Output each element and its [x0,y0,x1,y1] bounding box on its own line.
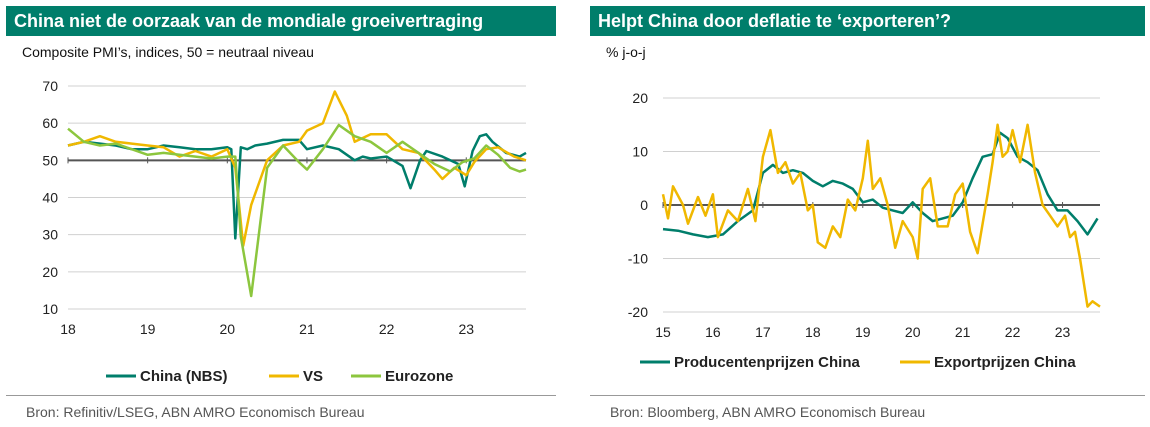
y-tick-label: -10 [628,251,648,267]
series-line-0 [67,133,527,240]
x-tick-label: 21 [299,321,315,337]
series-line-1 [67,90,527,248]
legend-label: Exportprijzen China [934,354,1076,371]
chart-subtitle: % j-o-j [606,44,646,60]
legend-label: China (NBS) [140,368,228,385]
chart-subtitle: Composite PMI’s, indices, 50 = neutraal … [22,44,314,60]
x-tick-label: 18 [805,324,821,340]
x-tick-label: 15 [655,324,671,340]
legend-label: VS [303,368,323,385]
x-tick-label: 19 [140,321,156,337]
chart-panel-pmi: China niet de oorzaak van de mondiale gr… [6,0,556,427]
y-tick-label: 70 [42,78,58,94]
y-tick-label: 10 [632,144,648,160]
y-tick-label: 20 [42,264,58,280]
x-tick-label: 17 [755,324,771,340]
chart-panel-prices: Helpt China door deflatie te ‘exporteren… [590,0,1145,427]
divider [590,395,1145,396]
y-tick-label: 20 [632,90,648,106]
source-note: Bron: Refinitiv/LSEG, ABN AMRO Economisc… [26,404,365,420]
x-tick-label: 23 [458,321,474,337]
x-tick-label: 23 [1055,324,1071,340]
y-tick-label: 40 [42,190,58,206]
x-tick-label: 16 [705,324,721,340]
series-line-2 [67,123,527,298]
y-tick-label: 50 [42,152,58,168]
pmi-line-chart: 10 20 30 40 50 60 70 18 19 20 21 22 23 China (NBS) VS E… [42,78,527,385]
divider [6,395,556,396]
legend-label: Eurozone [385,368,453,385]
y-tick-label: -20 [628,304,648,320]
x-tick-label: 22 [1005,324,1021,340]
chart-title: Helpt China door deflatie te ‘exporteren… [590,6,1145,36]
y-tick-label: 60 [42,115,58,131]
chart-title: China niet de oorzaak van de mondiale gr… [6,6,556,36]
series-line-1 [661,123,1101,308]
y-tick-label: 10 [42,301,58,317]
y-tick-label: 0 [640,197,648,213]
legend-label: Producentenprijzen China [674,354,861,371]
x-tick-label: 18 [60,321,76,337]
x-tick-label: 22 [379,321,395,337]
x-tick-label: 20 [905,324,921,340]
source-note: Bron: Bloomberg, ABN AMRO Economisch Bur… [610,404,926,420]
x-tick-label: 21 [955,324,971,340]
prices-line-chart: -20 -10 0 10 20 15 16 17 18 19 20 21 22 23 Producenten… [628,90,1101,371]
y-tick-label: 30 [42,227,58,243]
x-tick-label: 19 [855,324,871,340]
x-tick-label: 20 [220,321,236,337]
